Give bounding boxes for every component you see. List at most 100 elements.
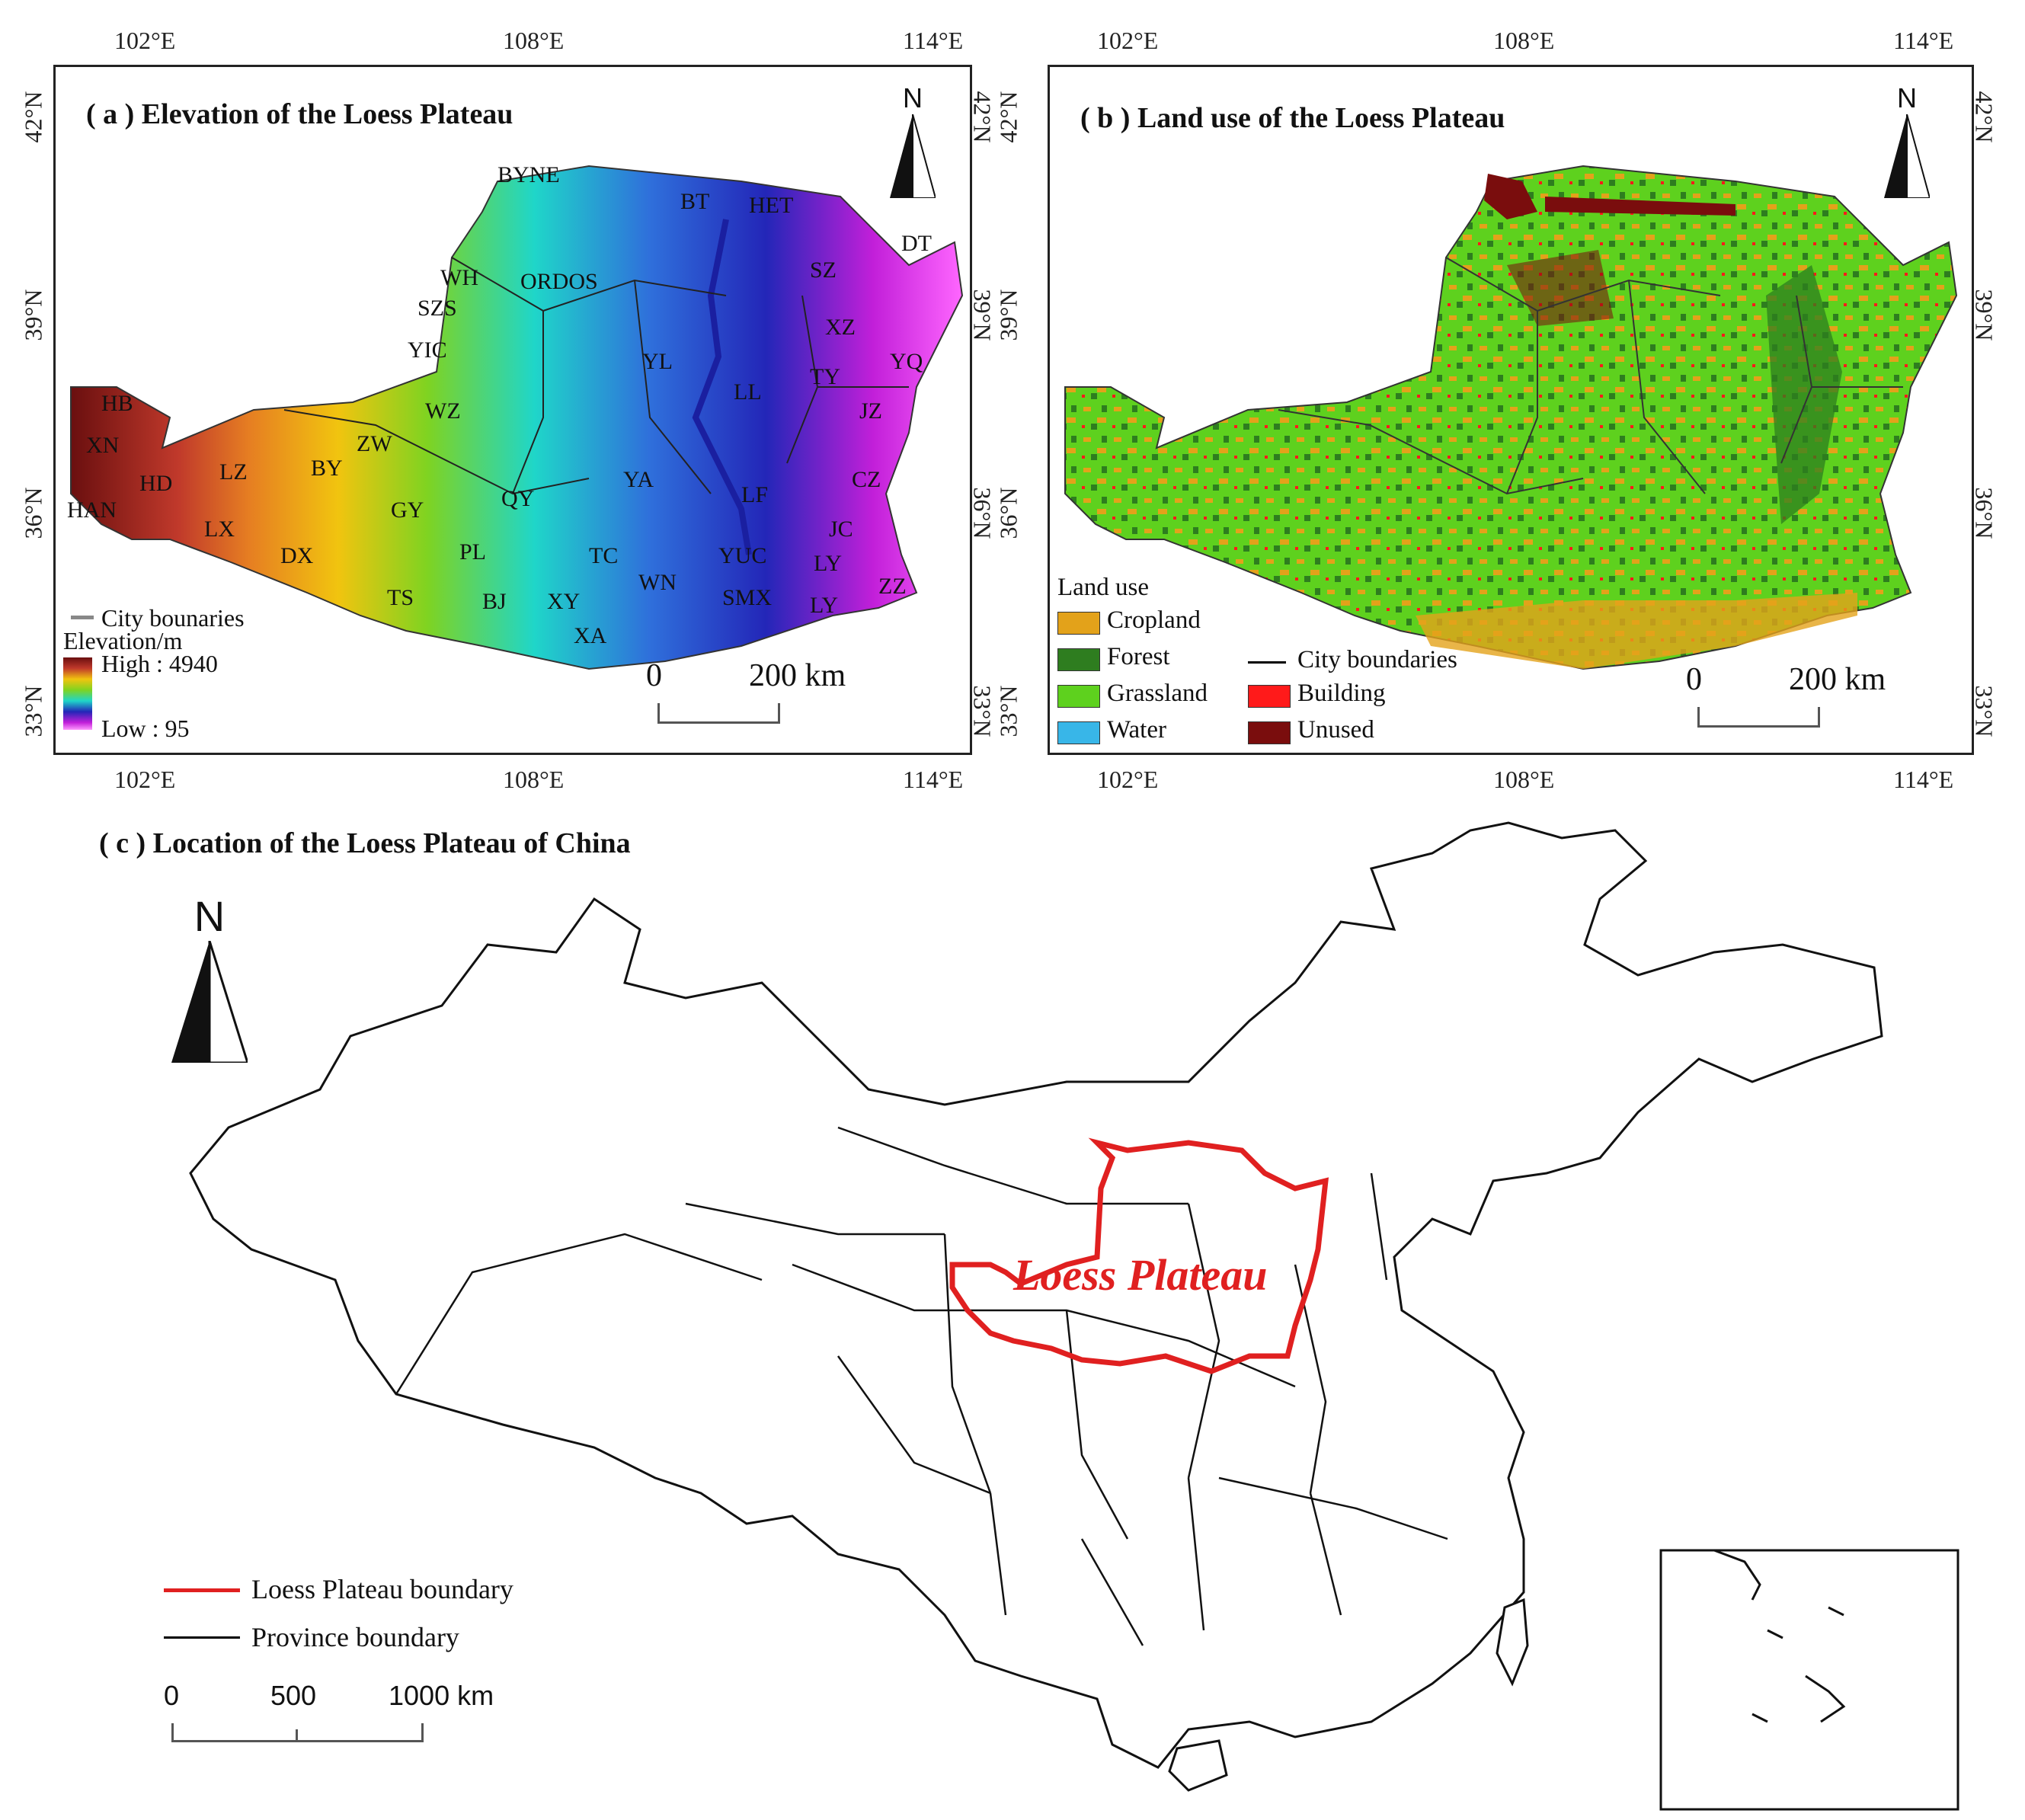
forest-band-east <box>1766 265 1842 524</box>
panel-a-scale-bar <box>657 703 780 724</box>
legend-swatch-cropland <box>1057 612 1100 635</box>
city-boundary-lines <box>1278 257 1903 495</box>
legend-swatch-forest <box>1057 648 1100 671</box>
panel-a-scale-dist: 200 km <box>749 658 846 693</box>
taiwan-island <box>1496 1598 1529 1687</box>
city-label-ty: TY <box>810 364 840 389</box>
panel-a-lat-right-2: 39°N <box>968 289 997 341</box>
unused-land-ordos <box>1507 250 1614 326</box>
panel-c-scale-tick-500: 500 <box>270 1680 317 1711</box>
landuse-map-svg <box>1064 165 1958 670</box>
city-label-hd: HD <box>139 471 173 496</box>
loess-river-channel <box>692 219 752 555</box>
city-label-xn: XN <box>86 433 120 458</box>
panel-a-north-arrow: N <box>890 82 936 198</box>
panel-b-landuse-map: ( b ) Land use of the Loess Plateau N La… <box>1048 65 1974 755</box>
loess-plateau-landuse-region <box>1064 165 1958 670</box>
panel-b-lon-top-3: 114°E <box>1893 27 1954 54</box>
panel-a-lon-top-1: 102°E <box>114 27 176 54</box>
legend-swatch-unused <box>1248 721 1291 744</box>
city-label-lx: LX <box>204 517 235 542</box>
city-label-szs: SZS <box>417 296 457 321</box>
legend-label-city-boundaries: City boundaries <box>1297 646 1457 673</box>
cropland-south <box>1416 593 1857 669</box>
legend-label-building: Building <box>1297 680 1386 707</box>
legend-swatch-water <box>1057 721 1100 744</box>
panel-a-lat-right-1: 42°N <box>968 91 997 143</box>
unused-land-strip <box>1545 197 1735 216</box>
city-label-hb: HB <box>101 391 133 416</box>
city-label-ordos: ORDOS <box>520 269 598 294</box>
city-label-wz: WZ <box>425 398 461 424</box>
city-label-ts: TS <box>387 585 414 610</box>
loess-plateau-boundary <box>949 1137 1329 1374</box>
loess-plateau-map-label: Loess Plateau <box>1013 1250 1268 1300</box>
panel-b-lat-left-3: 36°N <box>994 487 1022 539</box>
city-label-xa: XA <box>574 623 607 648</box>
city-label-yuc: YUC <box>718 543 767 568</box>
inset-coastline <box>1713 1549 1846 1723</box>
panel-a-lat-right-3: 36°N <box>968 487 997 539</box>
panel-a-scale-zero: 0 <box>646 658 662 693</box>
panel-b-title: ( b ) Land use of the Loess Plateau <box>1080 102 1505 134</box>
panel-a-lat-left-4: 33°N <box>19 685 47 737</box>
china-outline <box>189 821 1883 1769</box>
city-label-zw: ZW <box>357 431 392 456</box>
city-boundary-lines <box>283 257 909 495</box>
north-label: N <box>903 82 923 114</box>
city-label-wh: WH <box>440 265 478 290</box>
city-label-sz: SZ <box>810 257 837 283</box>
panel-b-lon-bottom-2: 108°E <box>1493 766 1555 793</box>
legend-label-forest: Forest <box>1107 643 1170 670</box>
legend-label-grassland: Grassland <box>1107 680 1208 707</box>
panel-b-lat-left-1: 42°N <box>994 91 1022 143</box>
legend-line-loess-boundary <box>164 1588 240 1592</box>
panel-c-scale-bar <box>171 1723 424 1742</box>
elevation-map-svg <box>63 165 964 730</box>
panel-a-elevation-map: ( a ) Elevation of the Loess Plateau N B… <box>53 65 972 755</box>
panel-b-lon-top-2: 108°E <box>1493 27 1555 54</box>
city-label-yic: YIC <box>408 337 447 363</box>
unused-land-north <box>1484 174 1537 219</box>
city-label-gy: GY <box>391 497 424 523</box>
city-label-yl: YL <box>642 349 673 374</box>
north-arrow-icon <box>1884 114 1930 198</box>
panel-b-lat-right-4: 33°N <box>1970 685 1998 737</box>
city-label-cz: CZ <box>852 467 881 492</box>
panel-b-lon-bottom-3: 114°E <box>1893 766 1954 793</box>
legend-label-province-boundary: Province boundary <box>251 1622 459 1652</box>
city-label-lz: LZ <box>219 459 248 485</box>
panel-b-scale-zero: 0 <box>1686 662 1702 697</box>
hainan-island <box>1168 1739 1228 1792</box>
panel-b-scale-dist: 200 km <box>1789 662 1886 697</box>
city-label-yq: YQ <box>890 349 923 374</box>
north-label: N <box>1897 82 1917 114</box>
city-label-dx: DX <box>280 543 314 568</box>
panel-a-lon-top-3: 114°E <box>903 27 964 54</box>
panel-c-scale-mid-tick <box>296 1729 298 1740</box>
city-label-zz: ZZ <box>878 574 907 599</box>
panel-b-lat-left-2: 39°N <box>994 289 1022 341</box>
city-label-dt: DT <box>901 231 932 256</box>
panel-a-lat-left-3: 36°N <box>19 487 47 539</box>
panel-a-lon-bottom-1: 102°E <box>114 766 176 793</box>
panel-b-legend-title: Land use <box>1057 574 1150 601</box>
panel-a-lat-right-4: 33°N <box>968 685 997 737</box>
city-label-ya: YA <box>623 467 654 492</box>
city-label-jc: JC <box>829 517 853 542</box>
panel-b-lat-right-2: 39°N <box>1970 289 1998 341</box>
province-boundaries <box>395 1126 1448 1646</box>
legend-label-unused: Unused <box>1297 716 1374 744</box>
panel-b-lat-right-3: 36°N <box>1970 487 1998 539</box>
panel-a-legend-high: High : 4940 <box>101 650 218 677</box>
legend-swatch-building <box>1248 685 1291 708</box>
city-label-by: BY <box>311 456 343 481</box>
elevation-legend-ramp <box>63 657 92 730</box>
loess-plateau-elevation-region <box>70 165 964 670</box>
city-label-tc: TC <box>589 543 619 568</box>
panel-a-lat-left-1: 42°N <box>19 91 47 143</box>
panel-b-lat-left-4: 33°N <box>994 685 1022 737</box>
city-label-qy: QY <box>501 486 535 511</box>
panel-b-north-arrow: N <box>1884 82 1930 198</box>
panel-a-lon-top-2: 108°E <box>503 27 565 54</box>
